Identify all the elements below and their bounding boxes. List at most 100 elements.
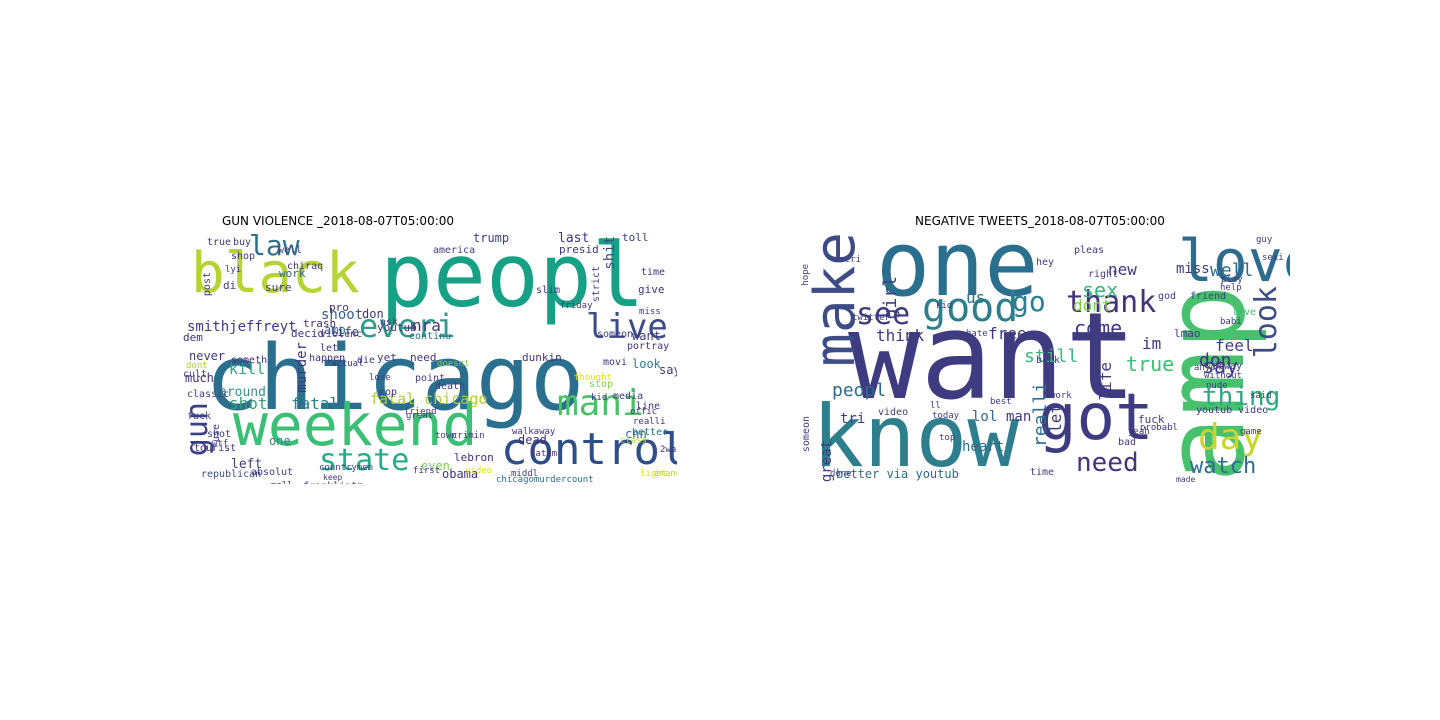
cloud-word: life <box>330 325 359 339</box>
cloud-word: dem <box>183 331 203 344</box>
cloud-word: youtub video <box>1196 405 1269 416</box>
cloud-word: murder <box>294 342 310 393</box>
cloud-word: lose <box>369 373 391 383</box>
cloud-word: doesnt <box>437 359 470 369</box>
cloud-word: video <box>465 466 493 476</box>
cloud-word: alway <box>1212 361 1243 372</box>
cloud-word: law <box>249 232 300 262</box>
cloud-word: someon <box>597 329 634 340</box>
cloud-word: want <box>848 288 1137 427</box>
panel-title-gun-violence: GUN VIOLENCE _2018-08-07T05:00:00 <box>221 214 455 228</box>
cloud-word: game <box>1240 427 1262 437</box>
cloud-word: need <box>410 351 437 364</box>
cloud-word: obama <box>442 467 479 481</box>
cloud-word: dunkin <box>522 351 562 364</box>
cloud-word: sure <box>265 281 292 294</box>
cloud-word: kill <box>229 360 266 378</box>
cloud-word: around <box>219 385 266 400</box>
cloud-word: let <box>320 343 339 354</box>
cloud-word: happen <box>309 353 346 364</box>
cloud-word: thing <box>1202 382 1281 412</box>
cloud-word: bad <box>1118 437 1137 448</box>
cloud-word: feel <box>1215 336 1254 355</box>
cloud-word: cnn <box>625 427 647 441</box>
cloud-word: fuck <box>187 411 212 422</box>
cloud-word: franklintz <box>303 482 363 485</box>
cloud-word: let <box>1046 404 1065 433</box>
cloud-word: peopl <box>380 232 645 327</box>
cloud-word: one <box>269 434 291 448</box>
cloud-word: classic <box>187 389 230 400</box>
cloud-word: need <box>1076 448 1139 478</box>
cloud-word: anyon <box>1194 363 1222 373</box>
cloud-word: done <box>830 469 852 479</box>
cloud-word: yeah <box>1128 427 1150 437</box>
cloud-word: heart <box>962 439 1005 455</box>
cloud-word: media <box>613 391 644 402</box>
cloud-word: don <box>1199 350 1232 371</box>
cloud-word: movi <box>603 357 628 368</box>
cloud-word: someon <box>801 416 812 453</box>
cloud-word: life <box>1096 362 1115 401</box>
cloud-word: pro <box>329 301 349 314</box>
cloud-word: free <box>988 324 1027 343</box>
cloud-word: ask <box>380 317 399 328</box>
cloud-word: weekend <box>233 391 478 459</box>
cloud-word: thank <box>1066 285 1157 320</box>
cloud-word: true <box>207 237 232 248</box>
cloud-word: tourist <box>194 443 237 454</box>
cloud-word: shit <box>602 236 618 270</box>
cloud-word: tri <box>840 411 866 427</box>
cloud-word: state <box>319 443 410 478</box>
cloud-word: said <box>1250 391 1272 401</box>
cloud-word: point <box>415 373 446 384</box>
cloud-word: watch <box>1190 454 1257 479</box>
cloud-word: crimin <box>452 431 485 441</box>
cloud-word: top <box>939 433 956 443</box>
cloud-word: better <box>632 427 669 438</box>
cloud-word: wtf <box>212 439 229 449</box>
cloud-word: even <box>421 459 450 473</box>
cloud-word: guy <box>1256 235 1273 245</box>
cloud-word: shot <box>207 429 232 440</box>
cloud-word: friday <box>560 301 593 311</box>
cloud-word: chicago <box>205 326 585 431</box>
cloud-word: us <box>966 288 986 307</box>
cloud-word: trash <box>303 317 337 330</box>
cloud-word: nra <box>412 316 441 335</box>
cloud-word: portray <box>627 341 670 352</box>
cloud-word: man <box>1006 409 1032 425</box>
cloud-word: back <box>1036 355 1061 366</box>
cloud-word: light <box>640 469 668 479</box>
cloud-word: fuck <box>1138 413 1165 426</box>
cloud-word: emanuel <box>654 469 677 479</box>
cloud-word: toll <box>622 232 649 244</box>
cloud-word: yet <box>377 351 397 364</box>
cloud-word: never <box>189 349 226 363</box>
cloud-word: give <box>638 283 665 296</box>
cloud-word: play <box>1221 275 1243 285</box>
cloud-word: video <box>878 407 909 418</box>
cloud-word: true <box>1126 352 1175 376</box>
cloud-word: death <box>435 381 466 392</box>
cloud-word: thought <box>574 373 612 383</box>
cloud-word: absolut <box>251 467 294 478</box>
cloud-word: lebron <box>454 451 494 464</box>
cloud-word: republican <box>201 469 262 480</box>
cloud-word: mani <box>557 383 644 424</box>
cloud-word: america <box>433 245 476 256</box>
cloud-word: keep <box>323 473 343 482</box>
panel-title-negative-tweets: NEGATIVE TWEETS_2018-08-07T05:00:00 <box>915 214 1165 228</box>
cloud-word: trump <box>473 232 510 245</box>
cloud-word: violenc <box>320 329 363 340</box>
cloud-word: 2way <box>660 445 677 455</box>
cloud-word: time <box>1030 467 1055 478</box>
cloud-word: better via youtub <box>836 467 959 481</box>
cloud-word: miss <box>1176 261 1210 277</box>
cloud-word: smithjeffreyt <box>187 319 297 335</box>
cloud-word: stop <box>589 379 614 390</box>
cloud-word: walkaway <box>512 427 556 437</box>
cloud-word: come <box>1074 316 1123 340</box>
cloud-word: offic <box>630 407 658 417</box>
cloud-word: middl <box>511 469 539 479</box>
